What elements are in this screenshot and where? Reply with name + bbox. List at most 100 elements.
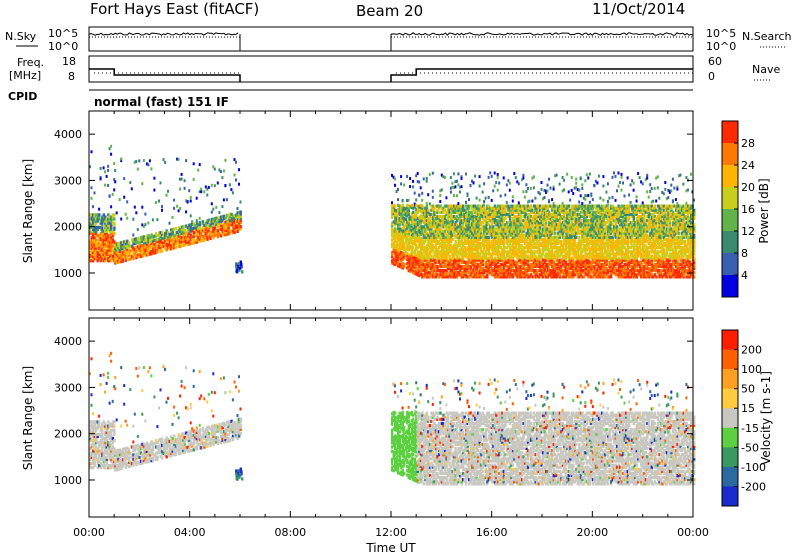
range-gate-cell: [418, 269, 421, 273]
range-gate-cell: [575, 271, 578, 275]
range-gate-cell: [400, 236, 403, 240]
range-gate-cell: [517, 242, 521, 246]
range-gate-cell: [576, 260, 580, 264]
range-gate-cell: [123, 254, 126, 259]
range-gate-cell: [513, 269, 516, 273]
range-gate-cell: [557, 235, 560, 239]
range-gate-cell: [510, 256, 513, 260]
range-gate-cell: [465, 229, 468, 233]
range-gate-cell: [531, 210, 534, 214]
range-gate-cell: [520, 239, 524, 244]
range-gate-cell: [437, 246, 441, 250]
range-gate-cell: [403, 206, 406, 210]
range-gate-cell: [451, 221, 454, 225]
range-gate-cell: [238, 215, 241, 219]
range-gate-cell: [520, 250, 524, 254]
range-gate-cell: [576, 252, 580, 256]
range-gate-cell: [191, 229, 194, 233]
range-gate-cell: [397, 232, 400, 237]
range-gate-cell: [552, 221, 555, 225]
range-gate-cell: [590, 252, 593, 256]
range-gate-cell: [573, 186, 576, 190]
range-gate-cell: [413, 221, 417, 225]
range-gate-cell: [213, 233, 217, 237]
range-gate-cell: [148, 246, 152, 250]
range-gate-cell: [504, 225, 507, 229]
range-gate-cell: [466, 221, 469, 225]
range-gate-cell: [173, 227, 176, 231]
range-gate-cell: [537, 223, 540, 227]
range-gate-cell: [581, 254, 584, 258]
range-gate-cell: [495, 269, 498, 273]
range-gate-cell: [551, 225, 554, 229]
range-gate-cell: [168, 245, 171, 249]
range-gate-cell: [573, 210, 577, 214]
range-gate-cell: [419, 232, 423, 237]
range-gate-cell: [502, 248, 506, 252]
range-gate-cell: [440, 260, 444, 264]
range-gate-cell: [161, 241, 164, 245]
range-gate-cell: [474, 264, 477, 269]
range-gate-cell: [600, 225, 604, 229]
range-gate-cell: [546, 208, 549, 212]
range-gate-cell: [430, 212, 433, 216]
range-gate-cell: [468, 254, 471, 258]
range-gate-cell: [557, 252, 560, 256]
range-gate-cell: [449, 204, 453, 208]
range-gate-cell: [590, 217, 593, 221]
range-gate-cell: [496, 225, 500, 229]
range-gate-cell: [101, 234, 104, 238]
range-gate-cell: [401, 253, 404, 257]
range-gate-cell: [188, 229, 191, 234]
range-gate-cell: [415, 232, 418, 237]
range-gate-cell: [89, 240, 92, 244]
range-gate-cell: [407, 269, 410, 273]
range-gate-cell: [594, 221, 598, 225]
range-gate-cell: [191, 241, 194, 245]
range-gate-cell: [434, 217, 438, 221]
range-gate-cell: [90, 240, 93, 244]
range-gate-cell: [555, 212, 558, 216]
range-gate-cell: [397, 260, 400, 264]
range-gate-cell: [448, 229, 451, 233]
range-gate-cell: [489, 254, 492, 258]
range-gate-cell: [448, 262, 451, 266]
range-gate-cell: [587, 223, 590, 227]
range-gate-cell: [421, 275, 424, 279]
range-gate-cell: [566, 250, 569, 254]
range-gate-cell: [573, 250, 577, 254]
range-gate-cell: [517, 221, 521, 225]
range-gate-cell: [439, 252, 442, 256]
range-gate-cell: [448, 267, 451, 271]
range-gate-cell: [210, 224, 214, 228]
range-gate-cell: [440, 206, 444, 210]
range-gate-cell: [558, 225, 561, 229]
range-gate-cell: [528, 208, 531, 212]
range-gate-cell: [549, 204, 552, 208]
range-gate-cell: [539, 227, 542, 231]
range-gate-cell: [231, 191, 234, 195]
range-gate-cell: [478, 227, 481, 231]
range-gate-cell: [192, 162, 195, 166]
range-gate-cell: [590, 267, 593, 271]
range-gate-cell: [212, 223, 215, 227]
range-gate-cell: [501, 219, 504, 223]
range-gate-cell: [531, 258, 534, 262]
range-gate-cell: [472, 260, 475, 264]
range-gate-cell: [490, 269, 494, 273]
range-gate-cell: [431, 248, 435, 252]
range-gate-cell: [591, 210, 595, 214]
range-gate-cell: [96, 213, 99, 217]
range-gate-cell: [90, 246, 93, 250]
range-gate-cell: [483, 206, 486, 210]
range-gate-cell: [561, 250, 564, 254]
range-gate-cell: [459, 269, 462, 273]
range-gate-cell: [534, 254, 537, 258]
range-gate-cell: [238, 219, 241, 223]
range-gate-cell: [422, 239, 426, 244]
range-gate-cell: [222, 229, 226, 233]
range-gate-cell: [486, 252, 489, 256]
range-gate-cell: [391, 230, 394, 234]
range-gate-cell: [430, 262, 433, 266]
range-gate-cell: [516, 223, 519, 227]
